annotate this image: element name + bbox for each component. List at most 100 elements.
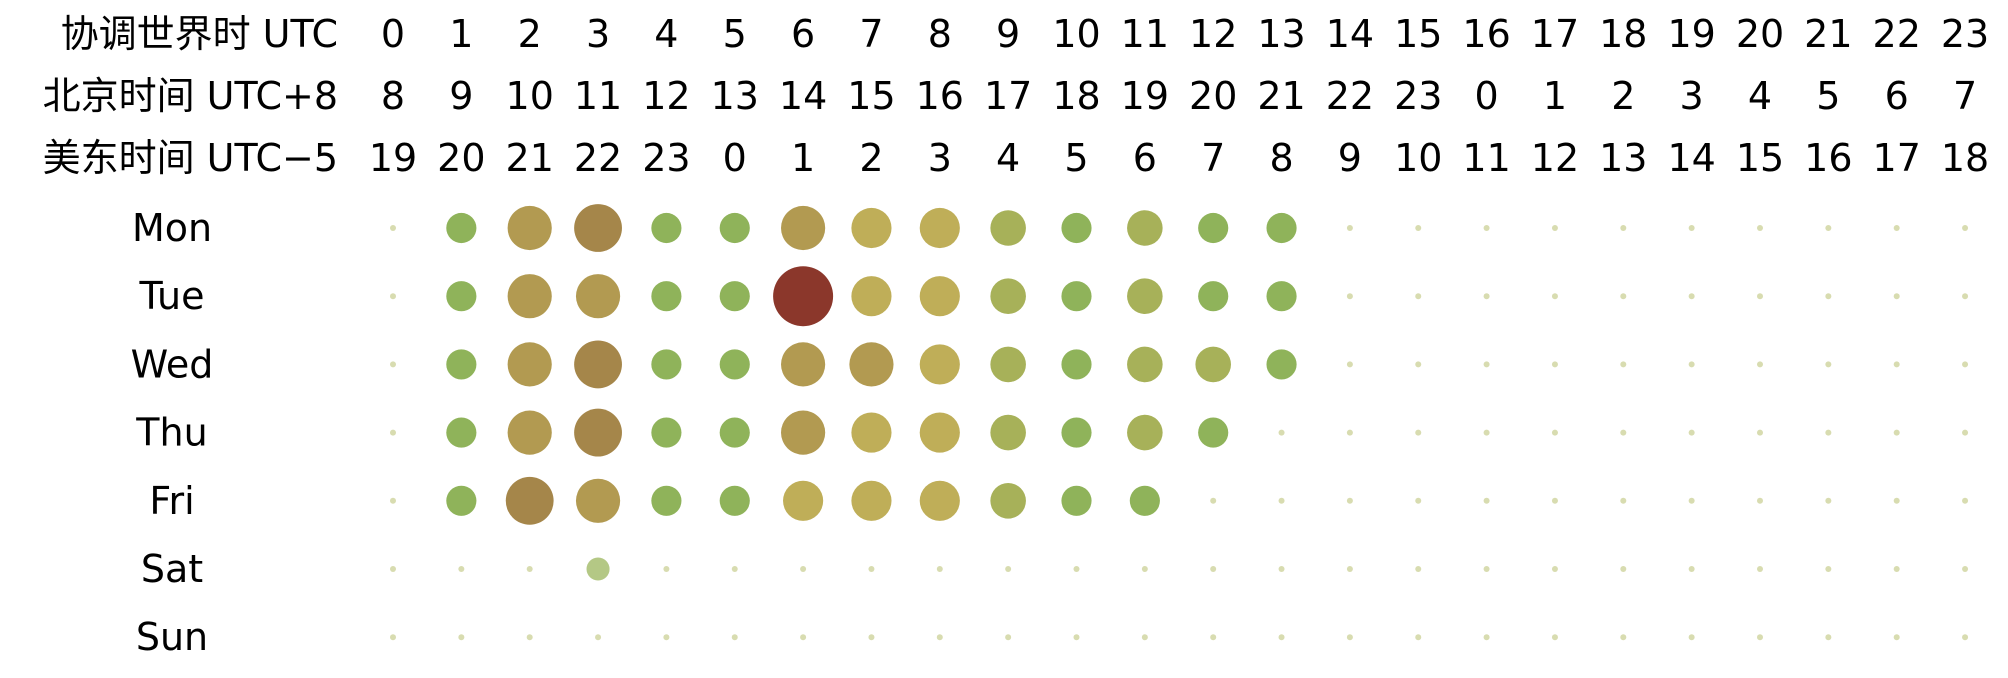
data-dot xyxy=(990,278,1026,314)
hour-tick-label: 14 xyxy=(1326,12,1374,56)
data-dot xyxy=(1688,497,1695,504)
hour-tick-label: 18 xyxy=(1599,12,1647,56)
hour-tick-label: 22 xyxy=(574,136,622,180)
hour-tick-label: 21 xyxy=(1257,74,1305,118)
data-dot xyxy=(1620,566,1627,572)
data-dot xyxy=(1346,225,1353,231)
hour-tick-label: 7 xyxy=(1953,74,1977,118)
data-dot xyxy=(1893,361,1900,368)
hour-tick-label: 0 xyxy=(723,136,747,180)
hour-tick-label: 1 xyxy=(1543,74,1567,118)
data-dot xyxy=(1483,497,1490,504)
data-dot xyxy=(868,566,875,572)
data-dot xyxy=(507,342,552,387)
data-dot xyxy=(1073,566,1080,572)
data-dot xyxy=(1141,634,1148,641)
data-dot xyxy=(1688,566,1695,572)
data-dot xyxy=(1483,293,1490,300)
data-dot xyxy=(990,210,1026,246)
data-dot xyxy=(575,478,621,523)
hour-tick-label: 2 xyxy=(1611,74,1635,118)
hour-tick-label: 14 xyxy=(779,74,827,118)
data-dot xyxy=(1483,361,1490,368)
hour-tick-label: 16 xyxy=(1462,12,1510,56)
hour-tick-label: 0 xyxy=(1475,74,1499,118)
data-dot xyxy=(1688,293,1695,300)
data-dot xyxy=(1483,225,1490,231)
data-dot xyxy=(1073,634,1080,641)
data-dot xyxy=(781,342,826,387)
header-rows: 协调世界时 UTC 0 1 2 3 4 5 6 7 8 9 10 11 12 13 14 15 16 17 18 19 2… xyxy=(43,12,1990,180)
data-dot xyxy=(1127,414,1163,451)
data-dot xyxy=(1551,566,1558,572)
data-dot xyxy=(1893,293,1900,300)
hour-tick-label: 10 xyxy=(506,74,554,118)
data-dot xyxy=(1893,566,1900,572)
hour-tick-label: 21 xyxy=(1804,12,1852,56)
data-dot xyxy=(1825,361,1832,368)
day-label: Sun xyxy=(136,615,208,659)
data-dot xyxy=(919,480,960,521)
data-dot xyxy=(1415,497,1422,504)
hour-tick-label: 1 xyxy=(449,12,473,56)
hour-tick-label: 1 xyxy=(791,136,815,180)
data-dot xyxy=(526,566,533,572)
data-dot xyxy=(651,281,682,312)
hour-tick-label: 8 xyxy=(381,74,405,118)
data-dot xyxy=(1210,634,1217,641)
hour-tick-label: 2 xyxy=(518,12,542,56)
data-dot xyxy=(651,349,682,380)
hour-tick-label: 9 xyxy=(449,74,473,118)
data-dot xyxy=(783,480,824,521)
data-dot xyxy=(651,212,682,244)
data-dot xyxy=(1825,429,1832,436)
data-dot xyxy=(1415,429,1422,436)
header-row-label: 美东时间 UTC−5 xyxy=(43,136,338,180)
hour-tick-label: 4 xyxy=(654,12,678,56)
hour-tick-label: 23 xyxy=(1941,12,1989,56)
data-dot xyxy=(919,412,960,453)
data-dot xyxy=(1198,417,1229,448)
hour-tick-label: 4 xyxy=(1748,74,1772,118)
data-dot xyxy=(1551,497,1558,504)
hour-tick-label: 7 xyxy=(1201,136,1225,180)
data-dot xyxy=(719,281,750,312)
hour-tick-label: 12 xyxy=(642,74,690,118)
data-dot xyxy=(1266,349,1297,380)
data-dot xyxy=(990,483,1026,519)
data-dot xyxy=(1962,225,1969,231)
data-dot xyxy=(919,344,960,385)
data-dot xyxy=(1962,429,1969,436)
hour-tick-label: 13 xyxy=(1257,12,1305,56)
hour-tick-label: 11 xyxy=(1121,12,1169,56)
data-dot xyxy=(446,485,477,516)
data-dot xyxy=(663,566,670,572)
data-dot xyxy=(851,480,892,521)
data-dot xyxy=(1210,497,1217,504)
data-dot xyxy=(781,205,826,251)
data-dot xyxy=(936,566,943,572)
data-dot xyxy=(990,346,1026,383)
hour-tick-label: 8 xyxy=(928,12,952,56)
data-dot xyxy=(1757,566,1763,572)
hour-tick-label: 18 xyxy=(1052,74,1100,118)
data-dot xyxy=(651,417,682,448)
data-dot xyxy=(1346,566,1353,572)
data-dot xyxy=(719,212,750,244)
data-dot xyxy=(1825,634,1832,641)
data-dot xyxy=(1415,225,1422,231)
hour-tick-label: 7 xyxy=(859,12,883,56)
data-dot xyxy=(1278,634,1285,641)
data-dot xyxy=(446,281,477,312)
hour-tick-label: 6 xyxy=(791,12,815,56)
data-dot xyxy=(1483,634,1490,641)
hour-tick-label: 9 xyxy=(1338,136,1362,180)
hour-tick-label: 11 xyxy=(1462,136,1510,180)
hour-tick-label: 3 xyxy=(586,12,610,56)
data-dot xyxy=(390,293,396,300)
day-label: Fri xyxy=(149,479,194,523)
data-dot xyxy=(1141,566,1148,572)
hour-tick-label: 5 xyxy=(1064,136,1088,180)
data-dot xyxy=(505,476,554,525)
